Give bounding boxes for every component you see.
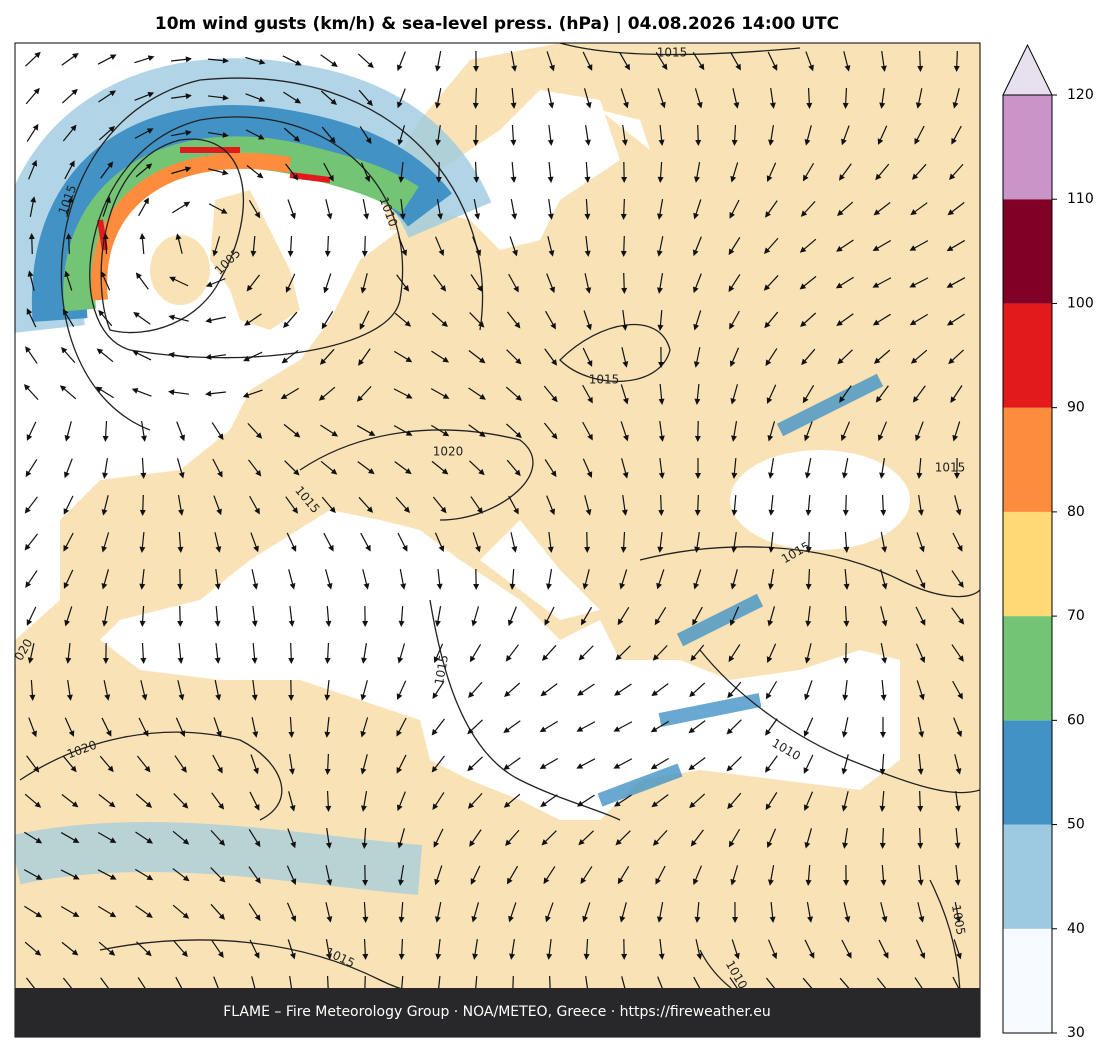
colorbar-tick-label: 80 xyxy=(1067,504,1085,520)
colorbar-segment xyxy=(1003,720,1052,824)
title: 10m wind gusts (km/h) & sea-level press.… xyxy=(155,14,839,34)
colorbar-tick-label: 60 xyxy=(1067,712,1085,728)
colorbar-tick-label: 40 xyxy=(1067,921,1085,937)
isobar-label: 1015 xyxy=(935,461,966,475)
colorbar-tick-label: 70 xyxy=(1067,608,1085,624)
colorbar-segment xyxy=(1003,408,1052,512)
colorbar-segment xyxy=(1003,825,1052,929)
colorbar-segment xyxy=(1003,199,1052,303)
colorbar-tick-label: 30 xyxy=(1067,1025,1085,1041)
colorbar: 30 40 50 60 70 80 90 100 110 120 xyxy=(1003,45,1094,1041)
isobar-label: 1020 xyxy=(433,445,464,459)
isobar-label: 1015 xyxy=(589,373,620,387)
colorbar-tick-label: 110 xyxy=(1067,191,1094,207)
colorbar-tick-label: 120 xyxy=(1067,87,1094,103)
colorbar-tick-label: 100 xyxy=(1067,295,1094,311)
colorbar-segment xyxy=(1003,929,1052,1033)
gust-area xyxy=(15,847,420,870)
isobar-label: 1015 xyxy=(657,46,688,60)
colorbar-extend xyxy=(1003,45,1052,95)
colorbar-segment xyxy=(1003,95,1052,199)
colorbar-segment xyxy=(1003,512,1052,616)
footer: FLAME – Fire Meteorology Group · NOA/MET… xyxy=(223,1004,771,1020)
colorbar-segment xyxy=(1003,303,1052,407)
colorbar-tick-label: 50 xyxy=(1067,817,1085,833)
colorbar-segment xyxy=(1003,616,1052,720)
colorbar-tick-label: 90 xyxy=(1067,400,1085,416)
